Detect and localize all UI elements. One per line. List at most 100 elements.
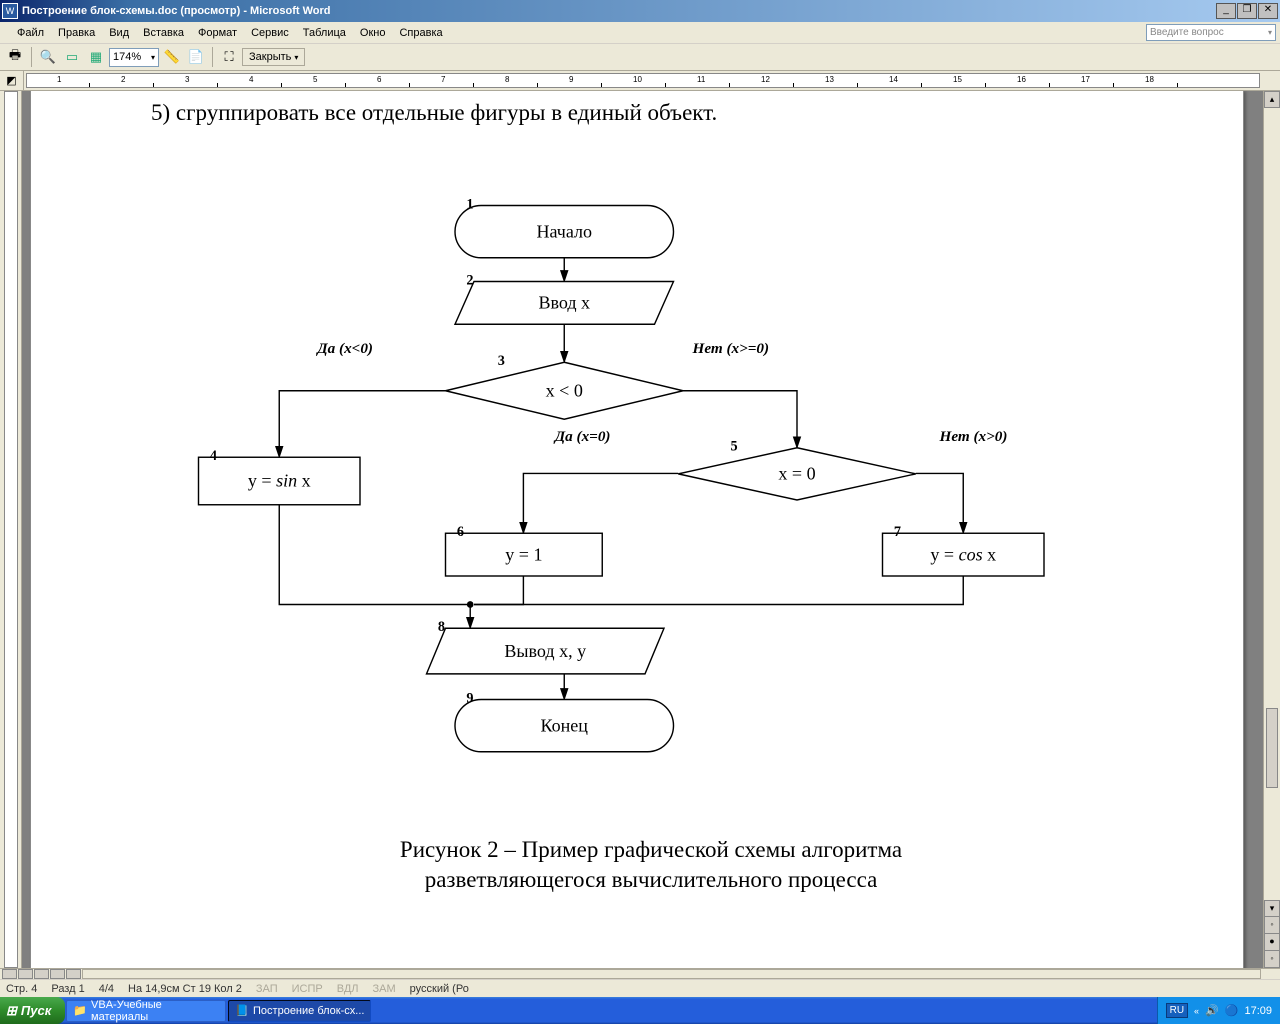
clock[interactable]: 17:09 — [1244, 1005, 1272, 1017]
svg-text:x = 0: x = 0 — [778, 464, 815, 484]
close-button[interactable]: ✕ — [1258, 3, 1278, 19]
menu-bar: Файл Правка Вид Вставка Формат Сервис Та… — [0, 22, 1280, 44]
menu-file[interactable]: Файл — [10, 25, 51, 41]
svg-text:Да (x<0): Да (x<0) — [315, 340, 373, 357]
chevron-down-icon: ▾ — [1268, 28, 1272, 37]
multi-page-button[interactable]: ▦ — [85, 46, 107, 68]
status-section: Разд 1 — [51, 983, 84, 995]
taskbar-item-label: VBA-Учебные материалы — [91, 999, 219, 1023]
taskbar: ⊞ Пуск 📁 VBA-Учебные материалы 📘 Построение… — [0, 997, 1280, 1024]
svg-text:x < 0: x < 0 — [546, 380, 583, 400]
taskbar-item[interactable]: 📘 Построение блок-сх... — [228, 1000, 371, 1022]
svg-text:3: 3 — [498, 353, 505, 369]
help-question-input[interactable]: Введите вопрос ▾ — [1146, 24, 1276, 41]
print-view-button[interactable] — [34, 969, 49, 979]
svg-text:5: 5 — [731, 439, 738, 455]
status-bar: Стр. 4 Разд 1 4/4 На 14,9см Ст 19 Кол 2 … — [0, 968, 1280, 997]
svg-text:8: 8 — [438, 619, 445, 635]
reading-view-button[interactable] — [66, 969, 81, 979]
status-rec: ЗАП — [256, 983, 278, 995]
svg-text:y = cos x: y = cos x — [930, 544, 996, 564]
tray-network-icon[interactable]: 🔵 — [1225, 1004, 1239, 1017]
start-label: Пуск — [21, 1003, 51, 1018]
normal-view-button[interactable] — [2, 969, 17, 979]
menu-table[interactable]: Таблица — [296, 25, 353, 41]
system-tray: RU « 🔊 🔵 17:09 — [1157, 997, 1280, 1024]
ruler-row: ◩ 123456789101112131415161718 — [0, 71, 1280, 91]
outline-view-button[interactable] — [50, 969, 65, 979]
menu-view[interactable]: Вид — [102, 25, 136, 41]
svg-text:4: 4 — [210, 448, 217, 464]
menu-tools[interactable]: Сервис — [244, 25, 296, 41]
document-page: 5) сгруппировать все отдельные фигуры в … — [30, 91, 1244, 968]
status-language: русский (Ро — [410, 983, 469, 995]
vertical-ruler[interactable] — [0, 91, 22, 968]
svg-text:Нет (x>0): Нет (x>0) — [939, 428, 1008, 445]
taskbar-item[interactable]: 📁 VBA-Учебные материалы — [66, 1000, 226, 1022]
folder-icon: 📁 — [73, 1004, 87, 1017]
document-area: 5) сгруппировать все отдельные фигуры в … — [0, 91, 1280, 968]
tray-volume-icon[interactable]: 🔊 — [1205, 1004, 1219, 1017]
toolbar: 🖶 🔍 ▭ ▦ 174% ▾ 📏 📄 ⛶ Закрыть ▾ — [0, 44, 1280, 71]
svg-text:1: 1 — [466, 196, 473, 212]
page-scroll-area[interactable]: 5) сгруппировать все отдельные фигуры в … — [22, 91, 1263, 968]
language-indicator[interactable]: RU — [1166, 1003, 1188, 1018]
horizontal-ruler[interactable]: 123456789101112131415161718 — [26, 73, 1260, 88]
ruler-button[interactable]: 📏 — [161, 46, 183, 68]
prev-page-button[interactable]: ◦ — [1264, 917, 1280, 934]
shrink-button[interactable]: 📄 — [185, 46, 207, 68]
taskbar-item-label: Построение блок-сх... — [253, 1005, 364, 1017]
tray-chevron-icon[interactable]: « — [1194, 1006, 1199, 1016]
svg-text:6: 6 — [457, 524, 464, 540]
svg-text:Нет (x>=0): Нет (x>=0) — [692, 340, 770, 357]
svg-text:Ввод x: Ввод x — [538, 293, 590, 313]
svg-text:Вывод x, y: Вывод x, y — [504, 641, 586, 661]
magnifier-button[interactable]: 🔍 — [37, 46, 59, 68]
svg-text:y = sin x: y = sin x — [248, 471, 311, 491]
browse-object-button[interactable]: ● — [1264, 934, 1280, 951]
word-icon: 📘 — [235, 1004, 249, 1017]
svg-text:9: 9 — [466, 690, 473, 706]
horizontal-scrollbar[interactable] — [82, 969, 1261, 979]
menu-format[interactable]: Формат — [191, 25, 244, 41]
zoom-value: 174% — [113, 51, 141, 63]
fullscreen-button[interactable]: ⛶ — [218, 46, 240, 68]
scroll-down-button[interactable]: ▾ — [1264, 900, 1280, 917]
status-trk: ИСПР — [292, 983, 323, 995]
word-icon: W — [2, 3, 18, 19]
scroll-up-button[interactable]: ▴ — [1264, 91, 1280, 108]
scroll-thumb[interactable] — [1266, 708, 1278, 788]
svg-text:Начало: Начало — [536, 221, 592, 241]
status-position: На 14,9см Ст 19 Кол 2 — [128, 983, 242, 995]
zoom-combo[interactable]: 174% ▾ — [109, 48, 159, 67]
close-preview-label: Закрыть — [249, 51, 291, 63]
svg-text:7: 7 — [894, 524, 901, 540]
svg-text:Да (x=0): Да (x=0) — [553, 428, 611, 445]
svg-text:2: 2 — [466, 272, 473, 288]
close-preview-button[interactable]: Закрыть ▾ — [242, 48, 305, 66]
vertical-scrollbar[interactable]: ▴ ▾ ◦ ● ◦ — [1263, 91, 1280, 968]
menu-insert[interactable]: Вставка — [136, 25, 191, 41]
ruler-corner: ◩ — [0, 71, 24, 90]
help-question-placeholder: Введите вопрос — [1150, 27, 1224, 38]
start-button[interactable]: ⊞ Пуск — [0, 997, 65, 1024]
web-view-button[interactable] — [18, 969, 33, 979]
menu-window[interactable]: Окно — [353, 25, 393, 41]
window-title: Построение блок-схемы.doc (просмотр) - M… — [22, 5, 1215, 17]
figure-caption: Рисунок 2 – Пример графической схемы алг… — [261, 835, 1041, 895]
status-ovr: ЗАМ — [373, 983, 396, 995]
svg-text:Конец: Конец — [541, 715, 589, 735]
menu-edit[interactable]: Правка — [51, 25, 102, 41]
chevron-down-icon: ▾ — [151, 53, 155, 62]
window-titlebar: W Построение блок-схемы.doc (просмотр) -… — [0, 0, 1280, 22]
menu-help[interactable]: Справка — [392, 25, 449, 41]
flowchart-diagram: Да (x<0) Нет (x>=0) Да (x=0) Нет (x>0) Начал… — [151, 180, 1101, 820]
status-ext: ВДЛ — [337, 983, 359, 995]
restore-button[interactable]: ❐ — [1237, 3, 1257, 19]
one-page-button[interactable]: ▭ — [61, 46, 83, 68]
minimize-button[interactable]: _ — [1216, 3, 1236, 19]
chevron-down-icon: ▾ — [294, 53, 298, 62]
print-button[interactable]: 🖶 — [4, 46, 26, 68]
body-text-line: 5) сгруппировать все отдельные фигуры в … — [151, 100, 717, 126]
next-page-button[interactable]: ◦ — [1264, 951, 1280, 968]
